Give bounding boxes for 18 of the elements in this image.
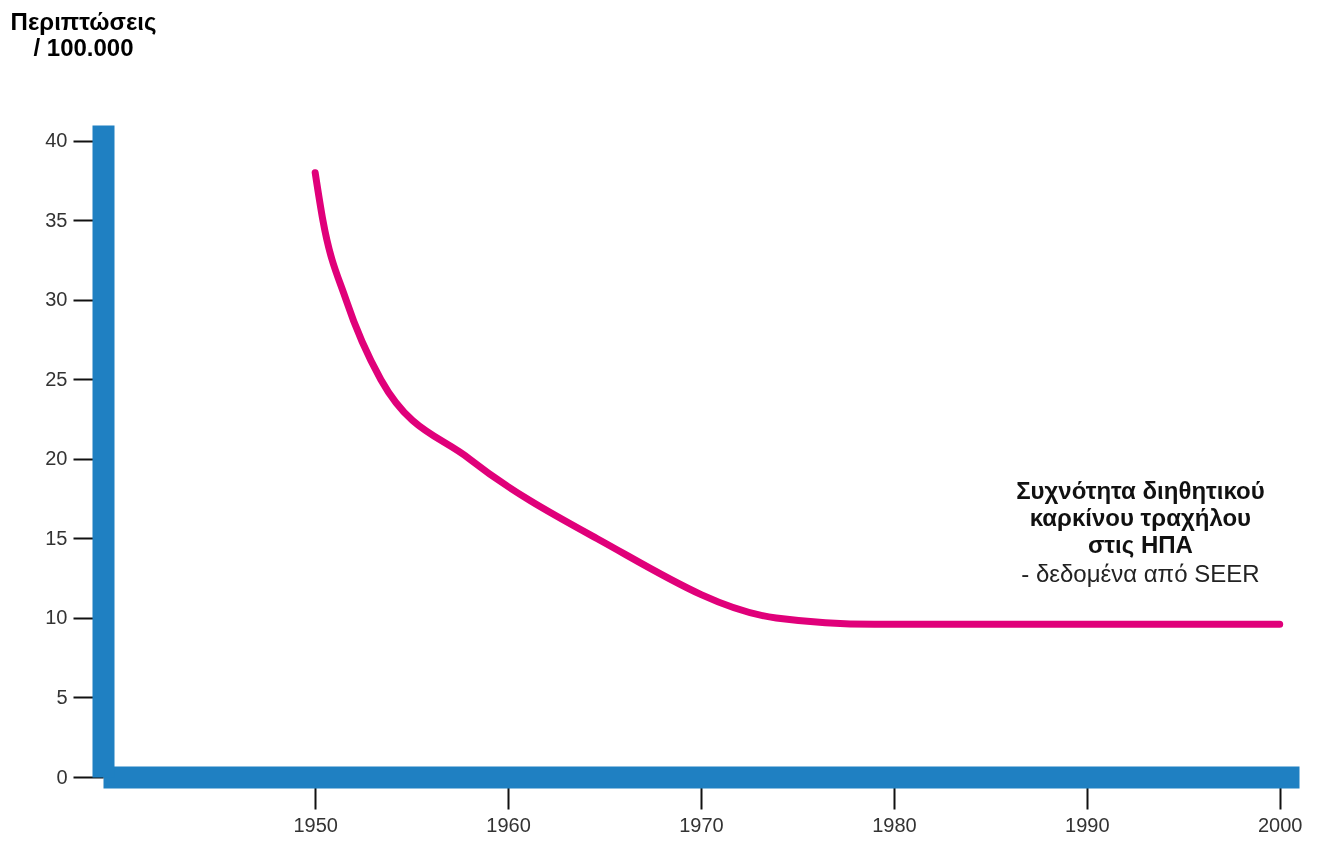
y-tick-label: 10 [45,606,68,629]
y-tick-label: 5 [56,685,68,708]
y-tick-label: 20 [45,447,68,470]
text: - δεδομένα από SEER [1021,559,1260,587]
y-tick-label: 35 [45,208,68,231]
x-tick-label: 1950 [293,813,338,836]
y-tick-label: 30 [45,288,68,311]
x-tick-label: 1960 [486,813,531,836]
y-tick-label: 40 [45,129,68,152]
y-tick-label: 0 [56,765,68,788]
y-tick-label: 15 [45,526,68,549]
x-tick-label: 1970 [679,813,724,836]
y-axis-title: Περιπτώσεις / 100.000 [10,7,157,61]
x-tick-label: 1980 [872,813,917,836]
x-tick-label: 1990 [1065,813,1110,836]
text: Συχνότητα διηθητικού καρκίνου τραχήλου στις ΗΠΑ [1016,476,1265,558]
x-tick-label: 2000 [1257,813,1303,836]
y-tick-label: 25 [45,367,68,390]
